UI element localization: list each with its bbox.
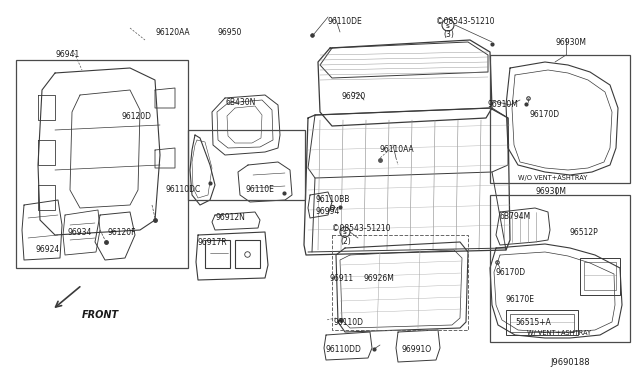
Text: 56515+A: 56515+A — [515, 318, 551, 327]
Bar — [188, 130, 305, 200]
Text: 96930M: 96930M — [556, 38, 587, 47]
Text: 96110E: 96110E — [246, 185, 275, 194]
Text: 96912N: 96912N — [215, 213, 245, 222]
Text: 96170E: 96170E — [505, 295, 534, 304]
Text: (3): (3) — [443, 30, 454, 39]
Text: 96991O: 96991O — [402, 345, 432, 354]
Text: 96924: 96924 — [35, 245, 60, 254]
Text: 96120F: 96120F — [108, 228, 136, 237]
Bar — [580, 258, 620, 295]
Bar — [16, 60, 188, 268]
Text: 96917R: 96917R — [197, 238, 227, 247]
Text: S: S — [343, 231, 347, 235]
Text: 96110DD: 96110DD — [326, 345, 362, 354]
Text: 96930M: 96930M — [536, 187, 567, 196]
Bar — [235, 240, 260, 268]
Text: 96110ВB: 96110ВB — [316, 195, 350, 204]
Text: 96170D: 96170D — [530, 110, 560, 119]
Text: 96110DE: 96110DE — [328, 17, 363, 26]
Bar — [490, 195, 630, 342]
Text: W/ VENT+ASHTRAY: W/ VENT+ASHTRAY — [527, 330, 591, 336]
Text: 96110D: 96110D — [334, 318, 364, 327]
Bar — [510, 314, 574, 332]
Text: ©08543-51210: ©08543-51210 — [332, 224, 390, 233]
Text: 96926M: 96926M — [364, 274, 395, 283]
Text: W/O VENT+ASHTRAY: W/O VENT+ASHTRAY — [518, 175, 588, 181]
Text: S: S — [446, 23, 450, 29]
Bar — [506, 310, 578, 335]
Text: 96120АA: 96120АA — [155, 28, 189, 37]
Text: FRONT: FRONT — [82, 310, 119, 320]
Bar — [490, 55, 630, 183]
Text: J9690188: J9690188 — [550, 358, 589, 367]
Text: 96950: 96950 — [218, 28, 243, 37]
Text: 96110АA: 96110АA — [380, 145, 415, 154]
Text: 96512P: 96512P — [570, 228, 599, 237]
Bar — [332, 235, 468, 330]
Text: (2): (2) — [340, 237, 351, 246]
Text: 96994: 96994 — [316, 207, 340, 216]
Text: 96110DC: 96110DC — [165, 185, 200, 194]
Text: 96934: 96934 — [68, 228, 92, 237]
Text: 96920: 96920 — [342, 92, 366, 101]
Text: 96120D: 96120D — [122, 112, 152, 121]
Text: 96941: 96941 — [55, 50, 79, 59]
Text: 6B430N: 6B430N — [225, 98, 255, 107]
Text: ©08543-51210: ©08543-51210 — [436, 17, 495, 26]
Text: 6B794M: 6B794M — [500, 212, 531, 221]
Bar — [584, 262, 616, 290]
Text: 96911: 96911 — [330, 274, 354, 283]
Text: 96910M: 96910M — [488, 100, 519, 109]
Text: 96170D: 96170D — [496, 268, 526, 277]
Bar — [205, 240, 230, 268]
